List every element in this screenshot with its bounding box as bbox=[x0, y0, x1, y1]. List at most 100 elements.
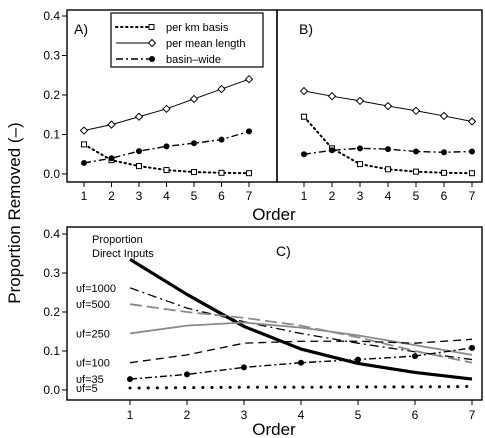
series-line-3-1 bbox=[129, 257, 473, 381]
x-tick-label: 3 bbox=[136, 189, 143, 203]
y-tick-label: 0.3 bbox=[43, 266, 60, 280]
x-tick-label: 7 bbox=[246, 189, 253, 203]
y-tick-label: 0.4 bbox=[43, 9, 60, 23]
x-tick-label: 4 bbox=[163, 189, 170, 203]
panel-a-label: A) bbox=[74, 21, 88, 37]
x-tick-label: 5 bbox=[191, 189, 198, 203]
data-point bbox=[81, 159, 87, 166]
data-point bbox=[79, 126, 89, 135]
data-point bbox=[357, 145, 363, 152]
curve-label: υf=35 bbox=[76, 374, 104, 386]
data-point bbox=[134, 112, 144, 121]
curve-label: υf=100 bbox=[76, 358, 110, 370]
x-tick-label: 1 bbox=[127, 408, 134, 422]
y-tick-label: 0.3 bbox=[43, 49, 60, 63]
panel-b-label: B) bbox=[299, 21, 313, 37]
x-tick-label: 6 bbox=[218, 189, 225, 203]
data-point bbox=[469, 148, 475, 155]
series-line-3-7 bbox=[128, 384, 474, 390]
data-point bbox=[355, 96, 365, 106]
data-point bbox=[355, 356, 361, 363]
data-point bbox=[413, 148, 419, 155]
data-point bbox=[246, 170, 252, 177]
data-point bbox=[301, 151, 307, 158]
direct-inputs-annotation-line2: Direct Inputs bbox=[92, 248, 154, 260]
x-tick-label: 7 bbox=[469, 408, 476, 422]
x-tick-label: 6 bbox=[441, 189, 448, 203]
data-point bbox=[411, 106, 421, 116]
data-point bbox=[413, 168, 419, 175]
series-line-3-5 bbox=[129, 338, 473, 364]
data-point bbox=[412, 353, 418, 360]
data-point bbox=[439, 111, 449, 121]
x-tick-label: 3 bbox=[241, 408, 248, 422]
panel-c-frame bbox=[66, 226, 483, 401]
x-tick-label: 2 bbox=[184, 408, 191, 422]
data-point bbox=[383, 101, 393, 111]
data-point bbox=[469, 170, 475, 177]
data-point bbox=[441, 169, 447, 176]
data-point bbox=[218, 169, 225, 176]
y-tick-label: 0.1 bbox=[43, 344, 60, 358]
y-tick-label: 0.1 bbox=[43, 128, 60, 142]
data-point bbox=[136, 163, 142, 170]
data-point bbox=[127, 376, 133, 383]
data-point bbox=[136, 148, 142, 155]
series-line-3-4 bbox=[129, 321, 473, 356]
data-point bbox=[329, 147, 335, 154]
data-point bbox=[163, 167, 170, 174]
y-tick-label: 0.4 bbox=[43, 227, 60, 241]
panel-ab-x-axis-label: Order bbox=[252, 205, 296, 224]
data-point bbox=[189, 94, 199, 104]
legend-box bbox=[110, 12, 264, 68]
data-point bbox=[184, 371, 190, 378]
curve-label: υf=250 bbox=[76, 328, 110, 340]
x-tick-label: 5 bbox=[355, 408, 362, 422]
direct-inputs-annotation-line1: Proportion bbox=[92, 234, 143, 246]
data-point bbox=[163, 143, 170, 150]
x-tick-label: 3 bbox=[357, 189, 364, 203]
data-point bbox=[81, 141, 87, 148]
x-tick-label: 1 bbox=[81, 189, 88, 203]
x-tick-label: 1 bbox=[301, 189, 308, 203]
legend: per km basis per mean length basin–wide bbox=[110, 12, 264, 68]
data-point bbox=[299, 86, 309, 96]
data-point bbox=[327, 91, 337, 101]
data-point bbox=[218, 136, 225, 143]
y-tick-label: 0.2 bbox=[43, 305, 60, 319]
data-point bbox=[244, 74, 254, 84]
data-point bbox=[385, 166, 391, 173]
x-tick-label: 6 bbox=[412, 408, 419, 422]
data-point bbox=[108, 155, 115, 162]
panel-c-x-axis-label: Order bbox=[252, 420, 296, 438]
curve-label: υf=1000 bbox=[76, 283, 116, 295]
data-point bbox=[441, 149, 447, 156]
panel-c-label: C) bbox=[276, 243, 291, 259]
legend-marker-basin bbox=[149, 56, 155, 62]
data-point bbox=[385, 146, 391, 153]
data-point bbox=[298, 359, 304, 366]
panel-b-frame bbox=[276, 9, 483, 183]
data-point bbox=[357, 161, 363, 168]
x-tick-label: 7 bbox=[469, 189, 476, 203]
series-line-3-3 bbox=[129, 303, 473, 364]
y-tick-label: 0.0 bbox=[43, 167, 60, 181]
data-point bbox=[162, 104, 171, 114]
data-point bbox=[107, 120, 116, 129]
y-tick-label: 0.2 bbox=[43, 88, 60, 102]
series-line-2-1 bbox=[303, 115, 473, 175]
curve-label: υf=5 bbox=[76, 383, 98, 395]
legend-marker-per-km bbox=[148, 24, 155, 30]
data-point bbox=[246, 128, 252, 135]
x-tick-label: 5 bbox=[413, 189, 420, 203]
curve-label: υf=500 bbox=[76, 299, 110, 311]
y-axis-label: Proportion Removed (–) bbox=[5, 122, 24, 303]
data-point bbox=[241, 364, 247, 371]
data-point bbox=[191, 140, 197, 147]
legend-label-basin: basin–wide bbox=[166, 54, 221, 66]
legend-label-per-km: per km basis bbox=[166, 22, 229, 34]
data-point bbox=[217, 84, 226, 94]
data-point bbox=[469, 344, 475, 351]
data-point bbox=[301, 113, 307, 120]
